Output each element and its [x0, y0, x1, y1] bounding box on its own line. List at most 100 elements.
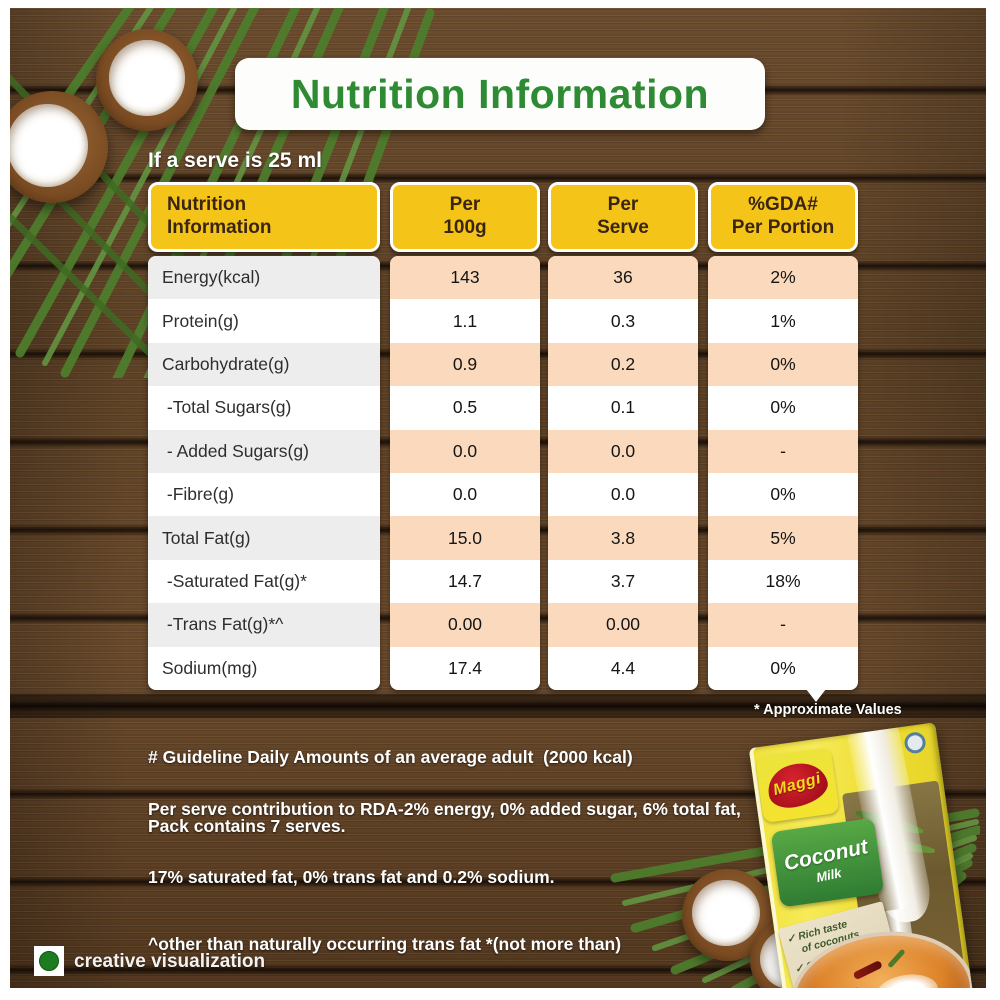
table-row: Total Fat(g)	[148, 516, 380, 560]
table-cell: 0.0	[548, 473, 698, 516]
table-cell: -	[708, 429, 858, 474]
table-cell: 2%	[708, 256, 858, 300]
cell-value: 36	[613, 267, 633, 288]
wood-background: Nutrition Information If a serve is 25 m…	[10, 8, 986, 988]
table-cell: 143	[390, 256, 540, 300]
cell-value: -	[780, 614, 786, 635]
cell-value: 2%	[770, 267, 796, 288]
rda-footnote-line1: Per serve contribution to RDA-2% energy,…	[148, 799, 741, 819]
table-cell: 4.4	[548, 647, 698, 690]
veg-dot	[39, 951, 59, 971]
coconut-half-icon	[10, 91, 108, 203]
table-cell: 0.0	[548, 429, 698, 474]
table-body-per-100g: 143 1.1 0.9 0.5 0.0 0.0 15.0 14.7 0.00 1…	[390, 256, 540, 690]
cell-value: 0.0	[452, 484, 478, 505]
table-column-gda: %GDA# Per Portion 2% 1% 0% 0% - 0% 5% 18…	[708, 182, 858, 690]
table-cell: 14.7	[390, 560, 540, 603]
cell-value: 1%	[770, 310, 796, 331]
coconut-flesh	[10, 104, 88, 188]
table-column-per-serve: Per Serve 36 0.3 0.2 0.1 0.0 0.0 3.8 3.7…	[548, 182, 698, 690]
maggi-logo-icon: Maggi	[755, 747, 840, 824]
maggi-logo-blob: Maggi	[762, 757, 832, 814]
col-header-per-serve: Per Serve	[548, 182, 698, 252]
chili-icon	[852, 959, 883, 981]
row-label: -Fibre(g)	[162, 484, 234, 505]
page-title: Nutrition Information	[290, 70, 710, 117]
cell-value: 0.3	[610, 310, 636, 331]
table-row: Carbohydrate(g)	[148, 342, 380, 387]
row-label: -Saturated Fat(g)*	[162, 571, 307, 592]
table-cell: 0%	[708, 647, 858, 690]
cell-value: 14.7	[447, 571, 483, 592]
garnish-icon	[887, 948, 906, 969]
row-label: -Trans Fat(g)*^	[162, 614, 284, 635]
cell-value: 0.1	[610, 397, 636, 418]
rda-footnote-line2: 17% saturated fat, 0% trans fat and 0.2%…	[148, 866, 555, 887]
footnote-block-1: # Guideline Daily Amounts of an average …	[148, 700, 633, 884]
table-row: - Added Sugars(g)	[148, 429, 380, 474]
cell-value: 0.9	[452, 354, 478, 375]
cell-value: 5%	[770, 527, 796, 548]
creative-visualization-label: creative visualization	[74, 951, 266, 972]
coconut-half-icon	[682, 869, 774, 961]
table-row: -Trans Fat(g)*^	[148, 603, 380, 647]
row-label: -Total Sugars(g)	[162, 397, 292, 418]
col-header-nutrition: Nutrition Information	[148, 182, 380, 252]
coconut-flesh	[109, 40, 185, 116]
pack-footnote: Pack contains 7 serves.	[148, 816, 346, 836]
cell-value: 0.2	[610, 354, 636, 375]
col-header-label: Nutrition Information	[167, 194, 272, 238]
table-cell: 1%	[708, 299, 858, 342]
table-cell: 18%	[708, 560, 858, 603]
cell-value: 17.4	[447, 657, 483, 678]
table-row: -Fibre(g)	[148, 473, 380, 516]
table-cell: 0.0	[390, 473, 540, 516]
table-body-gda: 2% 1% 0% 0% - 0% 5% 18% - 0%	[708, 256, 858, 690]
table-cell: -	[708, 603, 858, 647]
cell-value: 0.0	[610, 440, 636, 461]
table-row: -Saturated Fat(g)*	[148, 560, 380, 603]
hang-hole-icon	[903, 730, 927, 755]
table-row: Energy(kcal)	[148, 256, 380, 300]
table-cell: 1.1	[390, 299, 540, 342]
cell-value: -	[780, 440, 786, 461]
veg-mark-icon	[34, 946, 64, 976]
callout-tail	[806, 689, 826, 702]
table-column-per-100g: Per 100g 143 1.1 0.9 0.5 0.0 0.0 15.0 14…	[390, 182, 540, 690]
table-cell: 0.9	[390, 342, 540, 387]
row-label: Protein(g)	[162, 310, 239, 331]
cell-value: 3.8	[610, 527, 636, 548]
table-cell: 3.7	[548, 560, 698, 603]
cell-value: 0%	[770, 657, 796, 678]
table-cell: 0.00	[548, 603, 698, 647]
maggi-coconut-milk-packet: Maggi Coconut Milk ✓ Rich taste of cocon…	[748, 722, 976, 988]
cell-value: 0%	[770, 484, 796, 505]
cell-value: 18%	[765, 571, 801, 592]
table-body-per-serve: 36 0.3 0.2 0.1 0.0 0.0 3.8 3.7 0.00 4.4	[548, 256, 698, 690]
cell-value: 15.0	[447, 527, 483, 548]
col-header-per-100g: Per 100g	[390, 182, 540, 252]
table-cell: 36	[548, 256, 698, 300]
col-header-label: Per Serve	[597, 194, 649, 238]
table-cell: 15.0	[390, 516, 540, 560]
table-row: -Total Sugars(g)	[148, 386, 380, 429]
serve-size-note: If a serve is 25 ml	[148, 149, 322, 172]
cell-value: 1.1	[452, 310, 478, 331]
col-header-label: Per 100g	[443, 194, 487, 238]
table-cell: 3.8	[548, 516, 698, 560]
table-column-nutrition: Nutrition Information Energy(kcal) Prote…	[148, 182, 380, 690]
brand-name: Maggi	[771, 770, 823, 800]
cell-value: 0.5	[452, 397, 478, 418]
table-cell: 0.0	[390, 429, 540, 474]
row-label: Energy(kcal)	[162, 267, 261, 288]
cell-value: 143	[450, 267, 480, 288]
table-cell: 0.2	[548, 342, 698, 387]
row-label: - Added Sugars(g)	[162, 440, 309, 461]
title-banner: Nutrition Information	[235, 58, 765, 130]
coconut-flesh	[692, 880, 761, 947]
row-label: Carbohydrate(g)	[162, 354, 290, 375]
table-cell: 0%	[708, 473, 858, 516]
table-cell: 17.4	[390, 647, 540, 690]
table-cell: 0%	[708, 342, 858, 387]
product-name-label: Coconut Milk	[770, 817, 885, 908]
